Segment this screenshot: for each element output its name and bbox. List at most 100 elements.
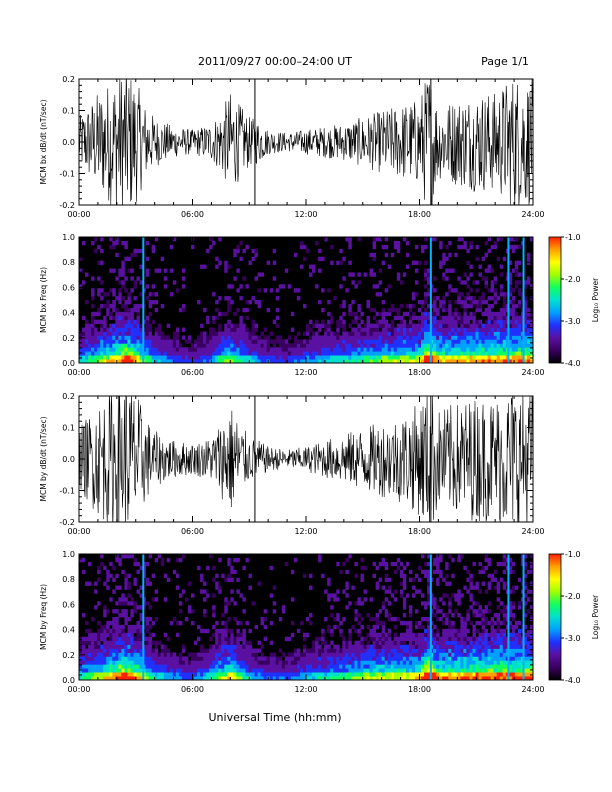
heatmap-cell xyxy=(354,347,358,352)
heatmap-cell xyxy=(454,323,458,328)
heatmap-cell xyxy=(118,597,122,602)
heatmap-cell xyxy=(218,355,222,360)
heatmap-cell xyxy=(417,565,422,571)
heatmap-cell xyxy=(148,660,153,665)
heatmap-cell xyxy=(484,351,488,356)
heatmap-cell xyxy=(499,672,504,677)
heatmap-cell xyxy=(402,605,407,610)
heatmap-cell xyxy=(175,331,180,336)
heatmap-cell xyxy=(372,284,377,289)
heatmap-cell xyxy=(472,648,476,653)
heatmap-cell xyxy=(502,640,507,645)
heatmap-cell xyxy=(408,355,413,360)
heatmap-cell xyxy=(427,581,431,586)
heatmap-cell xyxy=(124,601,128,606)
heatmap-cell xyxy=(405,335,410,340)
heatmap-cell xyxy=(508,656,513,661)
heatmap-cell xyxy=(387,652,392,657)
heatmap-cell xyxy=(421,652,425,657)
heatmap-cell xyxy=(257,355,261,360)
heatmap-cell xyxy=(318,656,322,661)
heatmap-cell xyxy=(460,303,464,309)
heatmap-cell xyxy=(278,351,283,356)
heatmap-cell xyxy=(517,601,522,606)
heatmap-cell xyxy=(82,327,86,332)
heatmap-cell xyxy=(514,351,519,356)
heatmap-cell xyxy=(221,676,225,681)
heatmap-cell xyxy=(118,311,122,317)
heatmap-cell xyxy=(172,569,177,575)
heatmap-cell xyxy=(475,256,479,262)
heatmap-cell xyxy=(133,343,137,348)
heatmap-cell xyxy=(529,343,534,348)
heatmap-cell xyxy=(85,331,89,336)
heatmap-cell xyxy=(487,339,492,344)
y-tick-label: 0.0 xyxy=(62,676,75,685)
heatmap-cell xyxy=(384,640,389,645)
heatmap-cell xyxy=(272,343,277,348)
broadband-line xyxy=(142,237,145,363)
heatmap-cell xyxy=(121,339,125,344)
heatmap-cell xyxy=(209,656,213,661)
heatmap-cell xyxy=(133,640,137,645)
heatmap-cell xyxy=(511,632,516,638)
heatmap-cell xyxy=(293,648,298,653)
heatmap-cell xyxy=(245,284,249,289)
heatmap-cell xyxy=(517,660,522,665)
heatmap-cell xyxy=(166,652,171,657)
heatmap-cell xyxy=(272,276,277,281)
heatmap-cell xyxy=(387,668,392,673)
heatmap-cell xyxy=(499,331,504,336)
heatmap-cell xyxy=(151,284,156,289)
heatmap-cell xyxy=(402,573,407,579)
heatmap-cell xyxy=(463,300,467,305)
heatmap-cell xyxy=(433,323,437,328)
heatmap-cell xyxy=(327,359,331,364)
heatmap-cell xyxy=(433,276,437,281)
heatmap-cell xyxy=(248,335,252,340)
heatmap-cell xyxy=(411,335,416,340)
heatmap-cell xyxy=(133,347,137,352)
heatmap-cell xyxy=(212,240,216,246)
heatmap-cell xyxy=(312,268,316,273)
heatmap-cell xyxy=(145,268,150,273)
heatmap-cell xyxy=(529,605,534,610)
heatmap-cell xyxy=(402,664,407,669)
heatmap-cell xyxy=(103,652,107,657)
series-line xyxy=(79,396,533,522)
heatmap-cell xyxy=(248,676,252,681)
heatmap-cell xyxy=(330,331,334,336)
heatmap-cell xyxy=(384,343,389,348)
heatmap-cell xyxy=(396,248,401,254)
heatmap-cell xyxy=(424,628,428,634)
heatmap-cell xyxy=(224,648,228,653)
heatmap-cell xyxy=(493,656,498,661)
heatmap-cell xyxy=(402,335,407,340)
heatmap-cell xyxy=(318,644,322,649)
heatmap-cell xyxy=(454,311,458,317)
heatmap-cell xyxy=(460,343,464,348)
heatmap-cell xyxy=(212,644,216,649)
heatmap-cell xyxy=(94,656,98,661)
heatmap-cell xyxy=(526,327,531,332)
heatmap-cell xyxy=(484,628,488,634)
heatmap-cell xyxy=(366,355,370,360)
heatmap-cell xyxy=(372,561,377,567)
heatmap-cell xyxy=(333,351,337,356)
heatmap-cell xyxy=(133,331,137,336)
heatmap-cell xyxy=(290,652,295,657)
heatmap-cell xyxy=(175,573,180,579)
broadband-line xyxy=(142,554,145,680)
heatmap-cell xyxy=(212,335,216,340)
heatmap-cell xyxy=(197,672,201,677)
heatmap-cell xyxy=(514,644,519,649)
heatmap-cell xyxy=(88,656,92,661)
heatmap-cell xyxy=(124,311,128,317)
heatmap-cell xyxy=(478,296,482,301)
heatmap-cell xyxy=(245,343,249,348)
heatmap-cell xyxy=(278,656,283,661)
heatmap-cell xyxy=(215,307,219,313)
heatmap-cell xyxy=(502,636,507,642)
heatmap-cell xyxy=(405,676,410,681)
heatmap-cell xyxy=(281,355,286,360)
